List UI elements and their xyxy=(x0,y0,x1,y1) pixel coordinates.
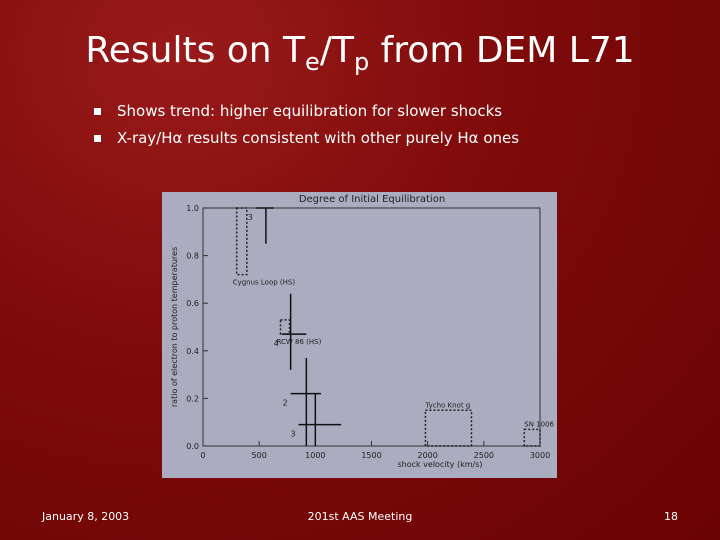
bullet-marker xyxy=(94,135,101,142)
y-axis-label: ratio of electron to proton temperatures xyxy=(170,247,179,407)
region-box xyxy=(523,428,541,447)
y-tick-label: 0.8 xyxy=(186,252,199,261)
x-tick-label: 500 xyxy=(252,451,267,460)
cross-label: 3 xyxy=(248,213,253,222)
y-tick-label: 0.2 xyxy=(186,394,199,403)
y-tick-label: 0.4 xyxy=(186,347,199,356)
figure: Degree of Initial Equilibration shock ve… xyxy=(162,192,557,478)
footer-date: January 8, 2003 xyxy=(42,510,130,523)
y-tick-label: 1.0 xyxy=(186,204,199,213)
bullet-text: Shows trend: higher equilibration for sl… xyxy=(117,102,503,120)
y-tick-label: 0.6 xyxy=(186,299,199,308)
bullet-text: X-ray/Hα results consistent with other p… xyxy=(117,129,520,147)
y-tick-label: 0.0 xyxy=(186,442,199,451)
bullet: X-ray/Hα results consistent with other p… xyxy=(94,129,520,147)
title-sub: p xyxy=(353,48,370,77)
slide-title: Results on Te/Tp from DEM L71 xyxy=(0,30,720,76)
cross-label: 2 xyxy=(283,399,288,408)
title-sub: e xyxy=(305,48,320,77)
figure-title: Degree of Initial Equilibration xyxy=(299,194,445,205)
bullet: Shows trend: higher equilibration for sl… xyxy=(94,102,503,120)
bullet-marker xyxy=(94,108,101,115)
cross-label: 4 xyxy=(274,339,279,348)
x-axis-label: shock velocity (km/s) xyxy=(397,460,482,469)
title-text: from DEM L71 xyxy=(369,30,635,71)
footer-page: 18 xyxy=(664,510,678,523)
x-tick-label: 1000 xyxy=(305,451,325,460)
box-label: Cygnus Loop (HS) xyxy=(233,279,296,287)
x-tick-label: 0 xyxy=(200,451,205,460)
box-label: RCW 86 (HS) xyxy=(277,338,322,346)
title-text: /T xyxy=(319,30,354,71)
box-label: SN 1006 (HS) xyxy=(524,420,557,428)
title-text: Results on T xyxy=(85,30,306,71)
x-tick-label: 2500 xyxy=(474,451,494,460)
region-box xyxy=(424,409,473,447)
footer-meeting: 201st AAS Meeting xyxy=(307,510,413,523)
cross-label: 3 xyxy=(290,430,295,439)
x-tick-label: 2000 xyxy=(417,451,437,460)
x-tick-label: 3000 xyxy=(530,451,550,460)
box-label: Tycho Knot g xyxy=(424,401,470,409)
figure-background xyxy=(162,192,557,478)
x-tick-label: 1500 xyxy=(361,451,381,460)
region-box xyxy=(235,207,248,276)
region-box xyxy=(279,319,291,335)
